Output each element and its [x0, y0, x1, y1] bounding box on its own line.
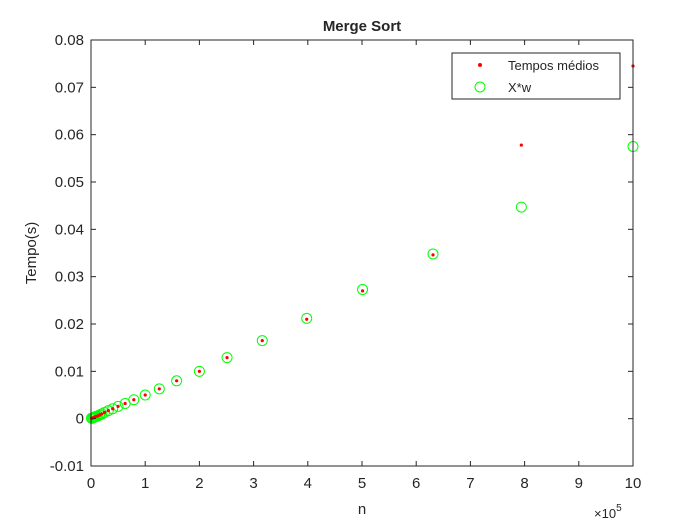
legend-label-tempos: Tempos médios — [508, 58, 600, 73]
chart-title: Merge Sort — [323, 18, 401, 35]
tempo-medio-point — [106, 409, 110, 413]
y-tick-label: 0.02 — [55, 316, 84, 333]
y-tick-label: 0.08 — [55, 32, 84, 49]
y-tick-label: 0.03 — [55, 269, 84, 286]
xw-point — [112, 400, 124, 412]
y-tick-label: 0.07 — [55, 79, 84, 96]
legend-circle-marker — [474, 81, 486, 93]
x-tick-label: 7 — [466, 475, 474, 492]
x-tick-label: 6 — [412, 475, 420, 492]
tempo-medio-point — [305, 317, 309, 321]
tempo-medio-point — [111, 407, 115, 411]
x-tick-label: 3 — [249, 475, 257, 492]
tempo-medio-point — [260, 338, 264, 343]
plot-area — [91, 40, 633, 466]
y-tick-label: 0.05 — [55, 174, 84, 191]
xw-point — [96, 408, 108, 420]
tempo-medio-point — [431, 253, 435, 257]
series-layer — [86, 64, 639, 424]
y-tick-label: -0.01 — [50, 458, 84, 475]
tempo-medio-point — [175, 379, 179, 383]
xw-point — [256, 335, 268, 347]
x-tick-label: 0 — [87, 475, 95, 492]
xw-point — [107, 403, 119, 415]
xw-point — [139, 389, 151, 401]
xw-point — [128, 394, 140, 406]
xw-point — [171, 375, 183, 387]
xw-point — [515, 201, 527, 213]
legend-dot-marker — [478, 63, 482, 67]
tempo-medio-point — [197, 369, 201, 373]
x-tick-label: 5 — [358, 475, 366, 492]
y-tick-label: 0.04 — [55, 221, 84, 238]
y-axis-label: Tempo(s) — [23, 222, 40, 285]
tempo-medio-point — [360, 289, 365, 293]
tempo-medio-point — [157, 387, 161, 391]
xw-point — [357, 283, 369, 295]
y-tick-label: 0.01 — [55, 363, 84, 380]
tempo-medio-point — [100, 412, 104, 416]
x-exponent-base: ×10 — [594, 506, 616, 521]
tempo-medio-point — [225, 356, 229, 360]
legend-label-xw: X*w — [508, 80, 532, 95]
legend: Tempos médios X*w — [451, 52, 621, 100]
x-tick-label: 4 — [304, 475, 312, 492]
xw-point — [153, 383, 165, 395]
xw-point — [221, 352, 233, 364]
xw-point — [427, 248, 439, 260]
x-tick-label: 8 — [520, 475, 528, 492]
tempo-medio-point — [143, 393, 147, 397]
tempo-medio-point — [519, 143, 523, 147]
tempo-medio-point — [123, 401, 127, 406]
tempo-medio-point — [116, 404, 120, 408]
x-tick-label: 9 — [575, 475, 583, 492]
tempo-medio-point — [132, 398, 136, 402]
y-tick-label: 0 — [76, 411, 84, 428]
x-tick-label: 1 — [141, 475, 149, 492]
tick-layer: 0 1 2 3 4 5 6 7 8 9 10-0.0100.010.020.030.040.050.… — [50, 32, 642, 492]
x-axis-label: n — [358, 501, 366, 518]
xw-point — [301, 312, 313, 324]
x-tick-label: 10 — [625, 475, 642, 492]
x-exponent-power: 5 — [616, 503, 622, 514]
x-tick-label: 2 — [195, 475, 203, 492]
y-tick-label: 0.06 — [55, 127, 84, 144]
xw-point — [193, 365, 205, 377]
legend-box — [451, 52, 621, 100]
x-exponent-label: ×105 — [594, 503, 622, 521]
tempo-medio-point — [102, 410, 107, 415]
